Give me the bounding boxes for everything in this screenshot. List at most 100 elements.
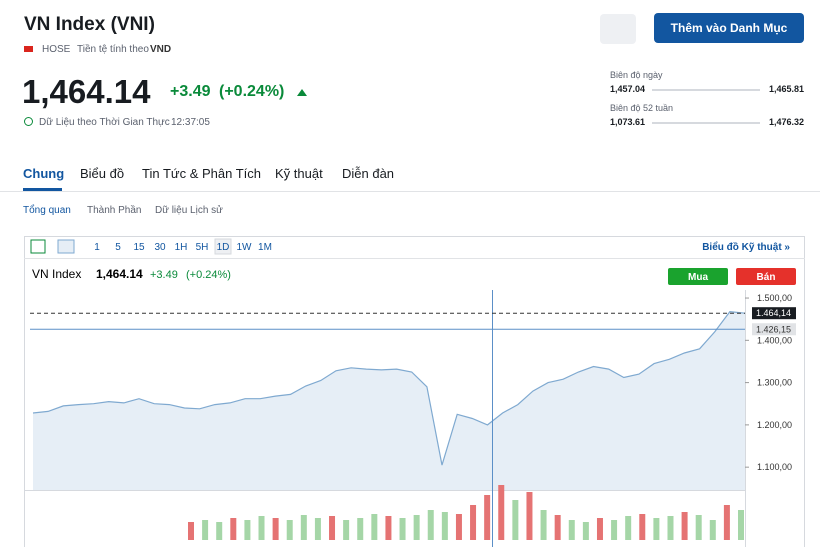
volume-bar: [554, 515, 561, 540]
volume-bar: [512, 500, 519, 540]
volume-bar: [723, 505, 730, 540]
candle-icon[interactable]: [30, 239, 46, 254]
y-tick-label: 1.300,00: [757, 378, 792, 388]
subtab[interactable]: Dữ liệu Lịch sử: [155, 205, 223, 216]
price-tag: [752, 307, 796, 320]
interval: 1W: [237, 242, 253, 253]
volume-bar: [258, 516, 265, 540]
up-arrow: [297, 89, 307, 96]
volume-bar: [286, 520, 293, 540]
volume-bar: [399, 518, 406, 540]
volume-bar: [681, 512, 688, 540]
interval: 1M: [258, 242, 272, 253]
interval: 30: [154, 242, 166, 253]
volume-bar: [568, 520, 575, 540]
volume-bar: [314, 518, 321, 540]
tab[interactable]: Biểu đồ: [80, 166, 125, 181]
volume-bar: [695, 515, 702, 540]
area: [33, 311, 745, 490]
alert-button[interactable]: [600, 14, 636, 44]
y-tick-label: 1.100,00: [757, 462, 792, 472]
change: +3.49: [170, 83, 211, 100]
interval: 1: [94, 242, 100, 253]
subtab[interactable]: Thành Phần: [87, 205, 142, 216]
change-pct: (+0.24%): [219, 83, 285, 100]
volume-bar: [709, 520, 716, 540]
title: VN Index (VNI): [24, 14, 155, 35]
range-high: 1,465.81: [768, 84, 804, 94]
tab[interactable]: Tin Tức & Phân Tích: [142, 166, 262, 181]
chart-change: +3.49: [150, 269, 178, 281]
buy-button[interactable]: [668, 268, 728, 285]
y-tick-label: 1.200,00: [757, 420, 792, 430]
interval-button[interactable]: [214, 238, 232, 255]
volume-bar: [385, 516, 392, 540]
interval: 15: [133, 242, 145, 253]
volume-bar: [343, 520, 350, 540]
range-low: 1,457.04: [610, 84, 646, 94]
watchlist-label: Thêm vào Danh Mục: [670, 21, 788, 35]
volume-bar: [667, 516, 674, 540]
price: 1,464.14: [22, 73, 151, 110]
tab[interactable]: Chung: [23, 166, 65, 181]
chart-name: VN Index: [32, 267, 81, 281]
tab[interactable]: Diễn đàn: [342, 166, 395, 181]
range-low: 1,073.61: [610, 117, 646, 127]
volume-bar: [484, 495, 491, 540]
subtab[interactable]: Tổng quan: [23, 205, 71, 216]
sell-button[interactable]: [736, 268, 796, 285]
volume-bar: [611, 520, 618, 540]
time: 12:37:05: [171, 117, 210, 128]
volume-bar: [300, 515, 307, 540]
volume-bar: [470, 505, 477, 540]
price-tag: [752, 323, 796, 336]
currency: VND: [150, 44, 172, 55]
watchlist-button[interactable]: Thêm vào Danh Mục: [654, 13, 804, 43]
price-tag-label: 1.464,14: [756, 308, 791, 318]
volume-bar: [639, 514, 646, 540]
volume-bar: [244, 520, 251, 540]
chart-last: 1,464.14: [96, 267, 143, 281]
volume-bar: [498, 485, 505, 540]
volume-bar: [230, 518, 237, 540]
interval: 1D: [217, 242, 230, 253]
clock-icon: [24, 117, 33, 126]
range-bar: [652, 89, 760, 91]
volume-bar: [413, 515, 420, 540]
range-high: 1,476.32: [768, 117, 804, 127]
price-tag-label: 1.426,15: [756, 324, 791, 334]
volume-bar: [582, 522, 589, 540]
buy-label: Mua: [688, 272, 708, 283]
divider: [0, 191, 820, 192]
volume-bar: [738, 510, 744, 540]
interval: 1H: [175, 242, 188, 253]
volume-bar: [202, 520, 209, 540]
volume-bar: [441, 512, 448, 540]
volume-bar: [526, 492, 533, 540]
chart-change-pct: (+0.24%): [186, 269, 231, 281]
range-bar: [652, 122, 760, 124]
volume-bar: [427, 510, 434, 540]
y-tick-label: 1.400,00: [757, 335, 792, 345]
range-label: Biên độ 52 tuần: [610, 103, 674, 113]
interval: 5: [115, 242, 121, 253]
currency-label: Tiền tệ tính theo: [77, 44, 149, 55]
volume-bar: [188, 522, 194, 540]
tab-underline[interactable]: [23, 188, 62, 191]
sell-label: Bán: [757, 272, 776, 283]
chart: Biểu đồ Kỹ thuật » VN Index 1,464.14 +3.…: [24, 236, 805, 547]
volume-bar: [625, 516, 632, 540]
area-icon[interactable]: [57, 239, 75, 254]
exchange: HOSE: [42, 44, 71, 55]
volume-bar: [357, 518, 364, 540]
realtime: Dữ Liệu theo Thời Gian Thực: [39, 117, 170, 128]
volume-bar: [455, 514, 462, 540]
tab[interactable]: Kỹ thuật: [275, 166, 323, 181]
interval: 5H: [196, 242, 209, 253]
volume-bar: [371, 514, 378, 540]
technical-link[interactable]: Biểu đồ Kỹ thuật »: [702, 241, 790, 253]
volume-bar: [596, 518, 603, 540]
volume-bar: [329, 516, 336, 540]
y-tick-label: 1.500,00: [757, 293, 792, 303]
